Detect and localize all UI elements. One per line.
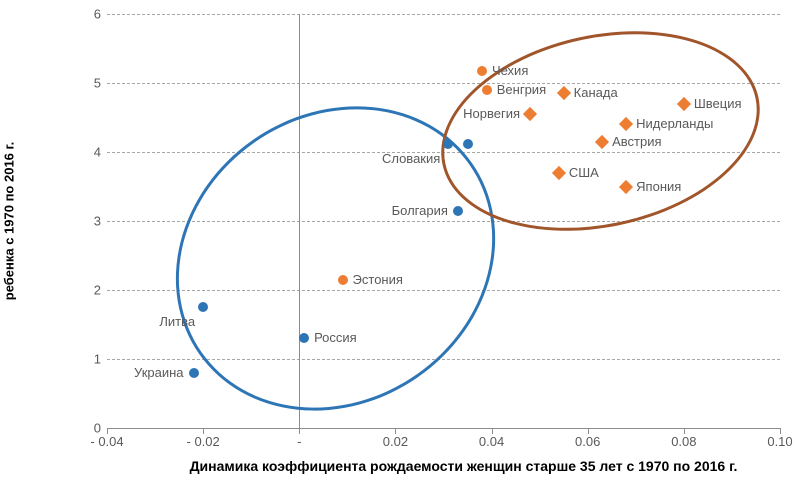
data-point [552, 166, 566, 180]
x-axis-line [107, 428, 780, 429]
data-point [453, 206, 463, 216]
x-tick-label: 0.02 [383, 434, 408, 449]
data-point-label: Канада [574, 86, 618, 99]
data-point-label: Норвегия [463, 107, 520, 120]
data-point [189, 368, 199, 378]
x-tick-label: - 0.04 [90, 434, 123, 449]
plot-area: 0123456- 0.04- 0.02-0.020.040.060.080.10… [107, 14, 780, 428]
data-point-label: Венгрия [497, 83, 546, 96]
data-point [443, 139, 453, 149]
data-point-label: Литва [159, 315, 195, 328]
data-point-label: Чехия [492, 64, 528, 77]
data-point [299, 333, 309, 343]
data-point-label: Япония [636, 180, 681, 193]
gridline [107, 359, 780, 360]
x-tick-label: 0.04 [479, 434, 504, 449]
data-point-label: Словакия [382, 152, 440, 165]
data-point [619, 179, 633, 193]
data-point-label: Эстония [353, 273, 403, 286]
y-tick-label: 6 [94, 7, 107, 22]
y-tick-label: 1 [94, 352, 107, 367]
data-point [619, 117, 633, 131]
scatter-chart: Динамика среднего возраста матери при ро… [0, 0, 798, 504]
data-point [482, 85, 492, 95]
gridline [107, 290, 780, 291]
data-point-label: Нидерланды [636, 117, 713, 130]
y-axis-title: Динамика среднего возраста матери при ро… [0, 14, 18, 428]
data-point [557, 86, 571, 100]
data-point [477, 66, 487, 76]
data-point [338, 275, 348, 285]
x-tick-label: 0.08 [671, 434, 696, 449]
x-tick-label: 0.10 [767, 434, 792, 449]
y-axis-line [299, 14, 300, 428]
data-point-label: Австрия [612, 135, 661, 148]
y-tick-label: 2 [94, 283, 107, 298]
gridline [107, 221, 780, 222]
gridline [107, 152, 780, 153]
data-point-label: Россия [314, 331, 357, 344]
data-point [595, 135, 609, 149]
data-point [677, 97, 691, 111]
data-point [523, 107, 537, 121]
x-tick-label: - [297, 434, 301, 449]
data-point-label: Украина [134, 366, 184, 379]
x-tick-label: - 0.02 [187, 434, 220, 449]
data-point-label: Швеция [694, 97, 742, 110]
y-tick-label: 3 [94, 214, 107, 229]
x-tick-label: 0.06 [575, 434, 600, 449]
gridline [107, 14, 780, 15]
y-tick-label: 4 [94, 145, 107, 160]
data-point-label: Болгария [392, 204, 448, 217]
data-point-label: США [569, 166, 599, 179]
x-axis-title: Динамика коэффициента рождаемости женщин… [190, 458, 738, 474]
data-point [198, 302, 208, 312]
data-point [463, 139, 473, 149]
y-tick-label: 5 [94, 76, 107, 91]
gridline [107, 83, 780, 84]
